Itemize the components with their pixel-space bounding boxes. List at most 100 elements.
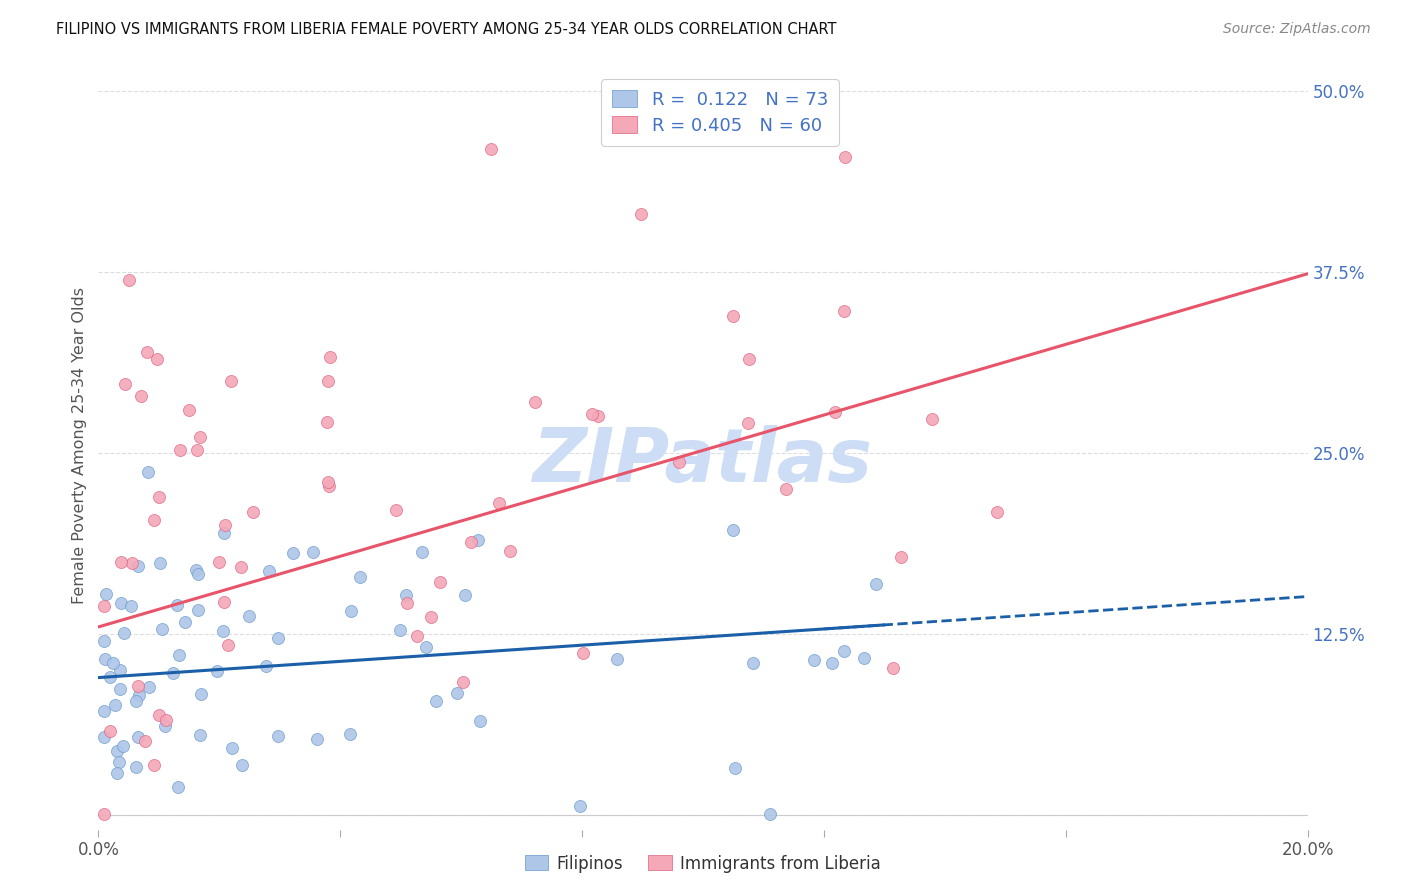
Point	[93, 806, 115, 821]
Point	[853, 650, 876, 665]
Point	[105, 766, 128, 780]
Point	[214, 518, 236, 533]
Y-axis label: Female Poverty Among 25-34 Year Olds: Female Poverty Among 25-34 Year Olds	[72, 287, 87, 605]
Point	[155, 713, 177, 727]
Point	[127, 679, 149, 693]
Point	[737, 416, 759, 430]
Point	[138, 680, 160, 694]
Point	[208, 555, 231, 569]
Point	[93, 730, 115, 744]
Text: FILIPINO VS IMMIGRANTS FROM LIBERIA FEMALE POVERTY AMONG 25-34 YEAR OLDS CORRELA: FILIPINO VS IMMIGRANTS FROM LIBERIA FEMA…	[56, 22, 837, 37]
Point	[420, 610, 443, 624]
Point	[316, 374, 339, 388]
Point	[803, 653, 825, 667]
Point	[169, 443, 191, 458]
Point	[307, 731, 329, 746]
Point	[146, 352, 169, 367]
Point	[184, 563, 207, 577]
Point	[94, 652, 117, 666]
Point	[107, 755, 129, 769]
Point	[135, 345, 157, 359]
Point	[125, 759, 148, 773]
Point	[481, 142, 503, 156]
Point	[319, 350, 342, 364]
Point	[143, 512, 166, 526]
Point	[451, 674, 474, 689]
Point	[190, 687, 212, 701]
Point	[388, 623, 411, 637]
Point	[242, 505, 264, 519]
Point	[121, 556, 143, 570]
Point	[212, 526, 235, 541]
Point	[217, 638, 239, 652]
Point	[467, 533, 489, 548]
Point	[98, 723, 121, 738]
Point	[630, 207, 652, 221]
Point	[111, 739, 134, 754]
Point	[986, 505, 1008, 519]
Point	[125, 694, 148, 708]
Point	[281, 546, 304, 560]
Point	[468, 714, 491, 728]
Point	[187, 566, 209, 581]
Point	[316, 415, 339, 429]
Point	[396, 596, 419, 610]
Point	[93, 634, 115, 648]
Point	[257, 565, 280, 579]
Point	[267, 729, 290, 743]
Point	[136, 465, 159, 479]
Point	[406, 630, 429, 644]
Point	[166, 598, 188, 612]
Point	[110, 663, 132, 677]
Point	[429, 574, 451, 589]
Point	[205, 664, 228, 678]
Point	[149, 556, 172, 570]
Point	[668, 455, 690, 469]
Point	[150, 622, 173, 636]
Point	[153, 718, 176, 732]
Point	[128, 689, 150, 703]
Point	[723, 309, 745, 323]
Point	[110, 596, 132, 610]
Point	[169, 648, 191, 662]
Point	[94, 586, 117, 600]
Point	[340, 604, 363, 618]
Point	[569, 799, 592, 814]
Point	[186, 443, 208, 458]
Point	[142, 758, 165, 772]
Point	[834, 150, 856, 164]
Point	[832, 644, 855, 658]
Point	[187, 603, 209, 617]
Point	[339, 726, 361, 740]
Point	[93, 704, 115, 718]
Point	[120, 599, 142, 613]
Point	[824, 405, 846, 419]
Point	[738, 351, 761, 366]
Point	[832, 303, 855, 318]
Point	[188, 430, 211, 444]
Point	[167, 780, 190, 794]
Point	[865, 576, 887, 591]
Point	[114, 376, 136, 391]
Point	[572, 647, 595, 661]
Point	[105, 744, 128, 758]
Point	[425, 694, 447, 708]
Point	[212, 624, 235, 639]
Point	[318, 479, 340, 493]
Point	[179, 402, 201, 417]
Point	[101, 656, 124, 670]
Point	[129, 389, 152, 403]
Point	[302, 545, 325, 559]
Point	[98, 669, 121, 683]
Point	[524, 394, 547, 409]
Point	[254, 658, 277, 673]
Point	[921, 412, 943, 426]
Point	[385, 503, 408, 517]
Point	[221, 374, 243, 388]
Point	[148, 708, 170, 723]
Point	[882, 661, 904, 675]
Point	[173, 615, 195, 630]
Point	[93, 599, 115, 613]
Point	[741, 656, 763, 670]
Legend: R =  0.122   N = 73, R = 0.405   N = 60: R = 0.122 N = 73, R = 0.405 N = 60	[602, 79, 839, 145]
